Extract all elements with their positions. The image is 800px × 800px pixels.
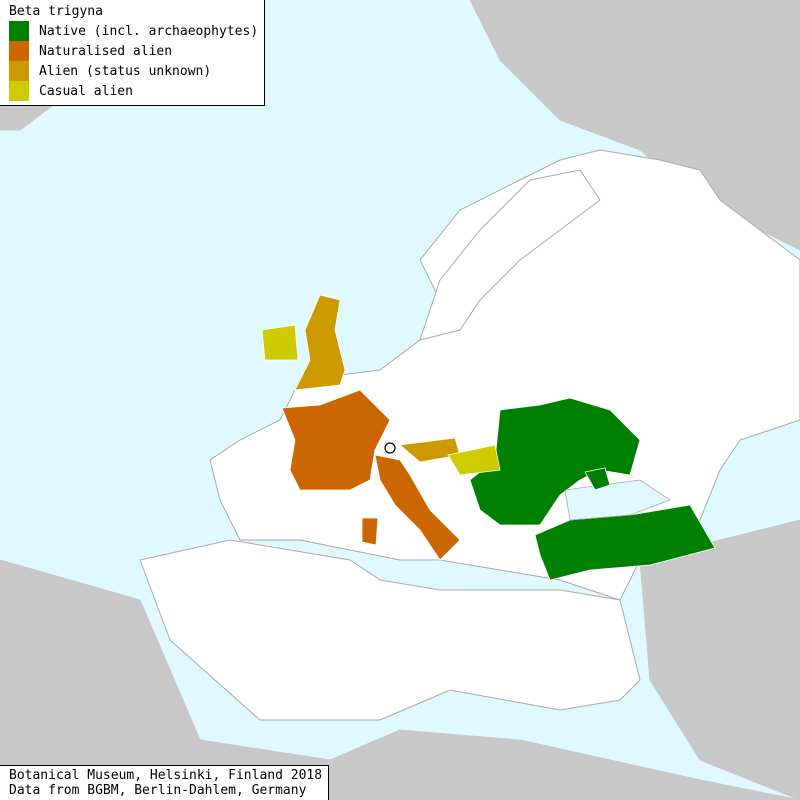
credit-line-2: Data from BGBM, Berlin-Dahlem, Germany [9, 783, 307, 798]
legend-label: Alien (status unknown) [39, 63, 212, 79]
legend-item-casual: Casual alien [9, 81, 258, 101]
credit-line-1: Botanical Museum, Helsinki, Finland 2018 [9, 768, 323, 783]
region-ukraine-romania-bulgaria [469, 397, 641, 526]
region-hungary [447, 444, 501, 476]
legend-item-naturalised: Naturalised alien [9, 41, 258, 61]
region-crimea [584, 467, 611, 491]
legend-item-native: Native (incl. archaeophytes) [9, 21, 258, 41]
black-sea [564, 479, 671, 521]
region-corsica-sardinia [361, 517, 379, 546]
legend-swatch [9, 41, 29, 61]
legend-label: Naturalised alien [39, 43, 173, 59]
legend-swatch [9, 81, 29, 101]
legend: Beta trigyna Native (incl. archaeophytes… [0, 0, 266, 106]
legend-label: Casual alien [39, 83, 133, 99]
legend-swatch [9, 21, 29, 41]
credits: Botanical Museum, Helsinki, Finland 2018… [0, 765, 330, 800]
europe-mainland [209, 149, 800, 601]
region-italy [374, 454, 461, 561]
region-great-britain [294, 294, 346, 391]
middle-east-outside [639, 519, 800, 800]
legend-item-alien-unknown: Alien (status unknown) [9, 61, 258, 81]
legend-label: Native (incl. archaeophytes) [39, 23, 259, 39]
africa-outside [0, 559, 800, 800]
record-marker [384, 442, 396, 454]
region-ireland [261, 324, 299, 361]
scandinavia [419, 169, 601, 341]
legend-swatch [9, 61, 29, 81]
species-title: Beta trigyna [9, 4, 103, 19]
region-france [281, 389, 391, 491]
north-africa [139, 539, 641, 721]
